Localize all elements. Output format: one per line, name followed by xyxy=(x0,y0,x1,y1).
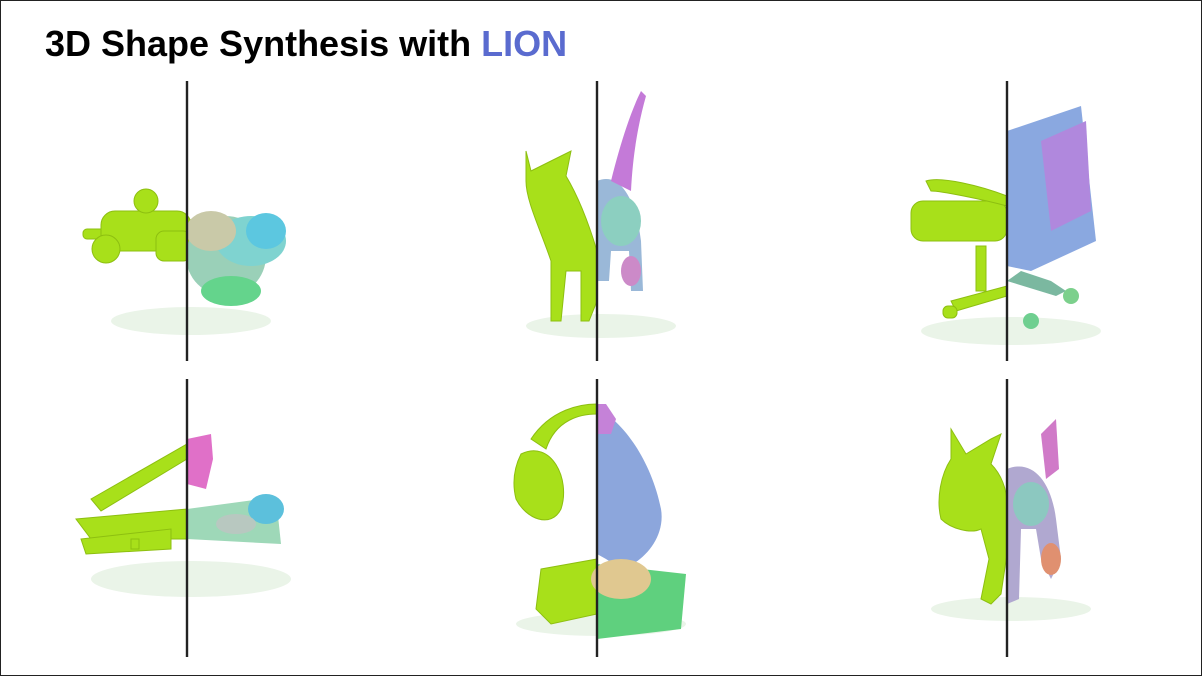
title-highlight: LION xyxy=(481,23,568,64)
cat-point-cloud-half xyxy=(597,91,646,291)
lamp-point-cloud-half xyxy=(591,404,686,639)
animal-illustration xyxy=(931,379,1091,657)
airplane-panel xyxy=(61,379,321,657)
chair-illustration xyxy=(910,81,1101,361)
airplane-point-cloud-half xyxy=(187,434,284,544)
slide-title: 3D Shape Synthesis with LION xyxy=(45,23,567,65)
airplane-mesh-half xyxy=(75,443,188,555)
cat-illustration xyxy=(525,81,676,361)
chair-mesh-half xyxy=(910,179,1008,319)
cat-panel xyxy=(471,81,731,361)
car-illustration xyxy=(82,81,286,361)
chair-panel xyxy=(881,81,1141,361)
car-point-cloud-half xyxy=(186,211,286,306)
car-mesh-half xyxy=(82,188,192,264)
airplane-illustration xyxy=(75,379,291,657)
title-prefix: 3D Shape Synthesis with xyxy=(45,23,482,64)
car-panel xyxy=(61,81,321,361)
lamp-mesh-half xyxy=(513,403,598,625)
animal-mesh-half xyxy=(938,427,1008,605)
lamp-illustration xyxy=(513,379,686,657)
chair-point-cloud-half xyxy=(1007,106,1096,329)
animal-panel xyxy=(881,379,1141,657)
cat-mesh-half xyxy=(525,150,598,322)
animal-point-cloud-half xyxy=(1007,419,1061,604)
lamp-panel xyxy=(471,379,731,657)
